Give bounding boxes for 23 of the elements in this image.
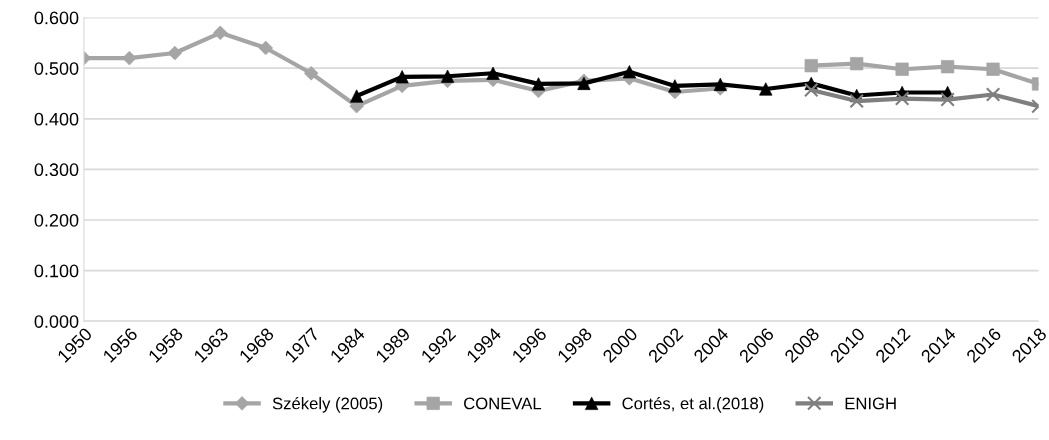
y-tick-label: 0.500 — [34, 62, 79, 75]
point — [167, 45, 183, 61]
point — [894, 91, 910, 106]
point — [486, 66, 500, 80]
y-tick-label: 0.400 — [34, 112, 79, 126]
point — [440, 69, 455, 83]
point — [122, 50, 137, 66]
point — [940, 92, 955, 107]
legend-label: ENIGH — [845, 397, 896, 410]
y-tick-label: 0.000 — [34, 315, 79, 328]
point — [804, 59, 818, 73]
point — [849, 93, 864, 109]
y-tick-label: 0.200 — [34, 213, 79, 227]
point — [941, 60, 955, 74]
point — [985, 87, 1001, 102]
y-tick-label: 0.600 — [34, 11, 79, 25]
point — [803, 82, 819, 98]
legend-label: CONEVAL — [464, 397, 542, 410]
y-tick-label: 0.300 — [34, 163, 79, 177]
legend-label: Cortés, et al.(2018) — [622, 396, 764, 413]
point — [850, 57, 864, 71]
y-tick-label: 0.100 — [34, 264, 79, 278]
legend-label: Székely (2005) — [272, 396, 383, 413]
